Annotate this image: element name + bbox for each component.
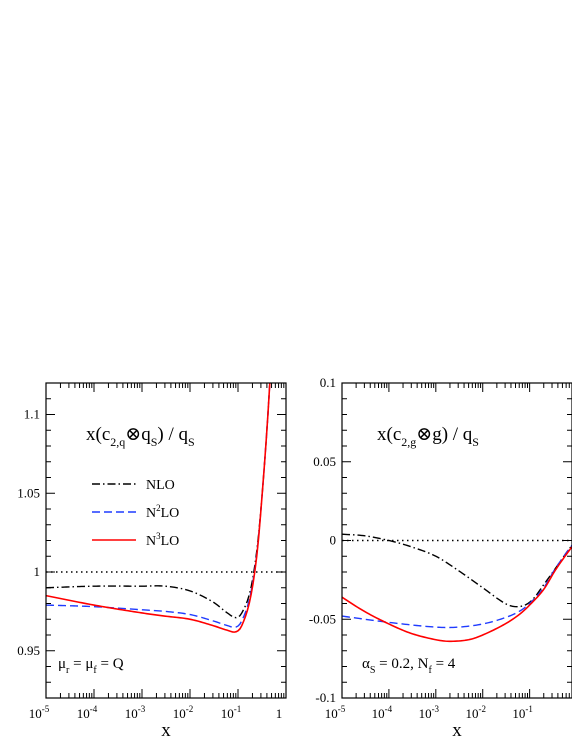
y-tick-label: 1.1 — [24, 407, 40, 422]
y-tick-label: 0.1 — [320, 375, 336, 390]
title-subscript: S — [151, 435, 158, 449]
title-part: ) / q — [442, 424, 473, 445]
x-tick-base: 10 — [125, 706, 138, 721]
x-tick-exponent: -5 — [338, 704, 346, 714]
chart-panel-right: 10-5 10-4 10-3 10-2 10-1x-0.1-0.0500.050.1x(… — [309, 375, 572, 740]
annotation-part: μ — [58, 656, 66, 672]
x-tick-label: 10-2 — [465, 704, 486, 721]
parameter-annotation: αS = 0.2, Nf = 4 — [362, 656, 456, 676]
title-part: g — [432, 424, 442, 445]
x-tick-label: 10-3 — [125, 704, 146, 721]
annotation-subscript: S — [370, 665, 376, 676]
annotation-subscript: f — [428, 665, 432, 676]
x-tick-exponent: -2 — [186, 704, 194, 714]
title-subscript: 2,q — [110, 435, 125, 449]
series-line-n3lo — [342, 546, 572, 643]
x-tick-base: 10 — [419, 706, 432, 721]
x-tick-base: 10 — [29, 706, 42, 721]
annotation-subscript: f — [93, 665, 97, 676]
legend-label: N2LO — [146, 503, 179, 521]
x-tick-exponent: -4 — [385, 704, 393, 714]
x-tick-exponent: -2 — [478, 704, 486, 714]
y-tick-label: 0.05 — [313, 454, 336, 469]
title-otimes: ⊗ — [416, 424, 432, 445]
x-tick-base: 10 — [372, 706, 385, 721]
x-tick-label: 10-5 — [325, 704, 346, 721]
x-tick-exponent: -1 — [525, 704, 533, 714]
series-line-n3lo — [46, 383, 271, 633]
y-tick-label: 1 — [34, 564, 41, 579]
annotation-subscript: r — [66, 665, 70, 676]
title-otimes: ⊗ — [125, 424, 141, 445]
title-part: ) / q — [157, 424, 188, 445]
legend-label: NLO — [146, 478, 175, 493]
legend-superscript: 2 — [156, 503, 161, 513]
x-tick-base: 10 — [173, 706, 186, 721]
legend-label-part: LO — [161, 506, 180, 521]
x-tick-label: 10-5 — [29, 704, 50, 721]
title-subscript: S — [188, 435, 195, 449]
y-tick-label: 0 — [330, 533, 337, 548]
annotation-part: α — [362, 656, 370, 672]
x-axis-label: x — [161, 720, 171, 740]
legend-label: N3LO — [146, 531, 179, 549]
x-tick-exponent: -3 — [432, 704, 440, 714]
x-tick-label: 1 — [276, 706, 283, 721]
x-tick-label: 10-3 — [419, 704, 440, 721]
x-axis-label: x — [452, 720, 462, 740]
series-line-n2lo — [342, 544, 572, 629]
x-tick-label: 10-4 — [77, 704, 98, 721]
x-tick-base: 10 — [465, 706, 478, 721]
x-tick-base: 1 — [276, 706, 283, 721]
legend-label-part: LO — [161, 534, 180, 549]
annotation-part: = 0.2, N — [375, 656, 428, 672]
x-tick-base: 10 — [221, 706, 234, 721]
x-tick-label: 10-1 — [512, 704, 533, 721]
x-tick-exponent: -1 — [234, 704, 242, 714]
y-tick-label: -0.1 — [315, 690, 336, 705]
legend-label-part: N — [146, 506, 156, 521]
title-part: x(c — [86, 424, 110, 445]
plot-frame — [341, 382, 572, 699]
x-tick-label: 10-1 — [221, 704, 242, 721]
x-tick-base: 10 — [512, 706, 525, 721]
legend-label-part: N — [146, 534, 156, 549]
x-tick-base: 10 — [325, 706, 338, 721]
annotation-part: = Q — [97, 656, 124, 672]
chart-title: x(c2,g⊗g) / qS — [377, 424, 479, 449]
x-tick-exponent: -5 — [42, 704, 50, 714]
series-line-nlo — [46, 383, 271, 619]
legend-label-part: NLO — [146, 478, 175, 493]
title-part: q — [141, 424, 151, 445]
parameter-annotation: μr = μf = Q — [58, 656, 124, 676]
series-line-n2lo — [46, 383, 271, 629]
x-tick-label: 10-2 — [173, 704, 194, 721]
x-tick-exponent: -4 — [90, 704, 98, 714]
title-subscript: 2,g — [401, 435, 416, 449]
x-tick-label: 10-4 — [372, 704, 393, 721]
title-subscript: S — [472, 435, 479, 449]
chart-panel-left: 10-5 10-4 10-3 10-2 10-1 1x0.9511.051.1x(c2,q… — [17, 382, 287, 740]
chart-title: x(c2,q⊗qS) / qS — [86, 424, 195, 449]
y-tick-label: 1.05 — [17, 485, 40, 500]
y-tick-label: 0.95 — [17, 643, 40, 658]
legend-superscript: 3 — [156, 531, 161, 541]
annotation-part: = 4 — [432, 656, 456, 672]
x-tick-base: 10 — [77, 706, 90, 721]
series-line-nlo — [342, 533, 572, 608]
x-tick-exponent: -3 — [138, 704, 146, 714]
plot-frame — [45, 382, 287, 699]
annotation-part: = μ — [69, 656, 93, 672]
y-tick-label: -0.05 — [309, 611, 336, 626]
title-part: x(c — [377, 424, 401, 445]
